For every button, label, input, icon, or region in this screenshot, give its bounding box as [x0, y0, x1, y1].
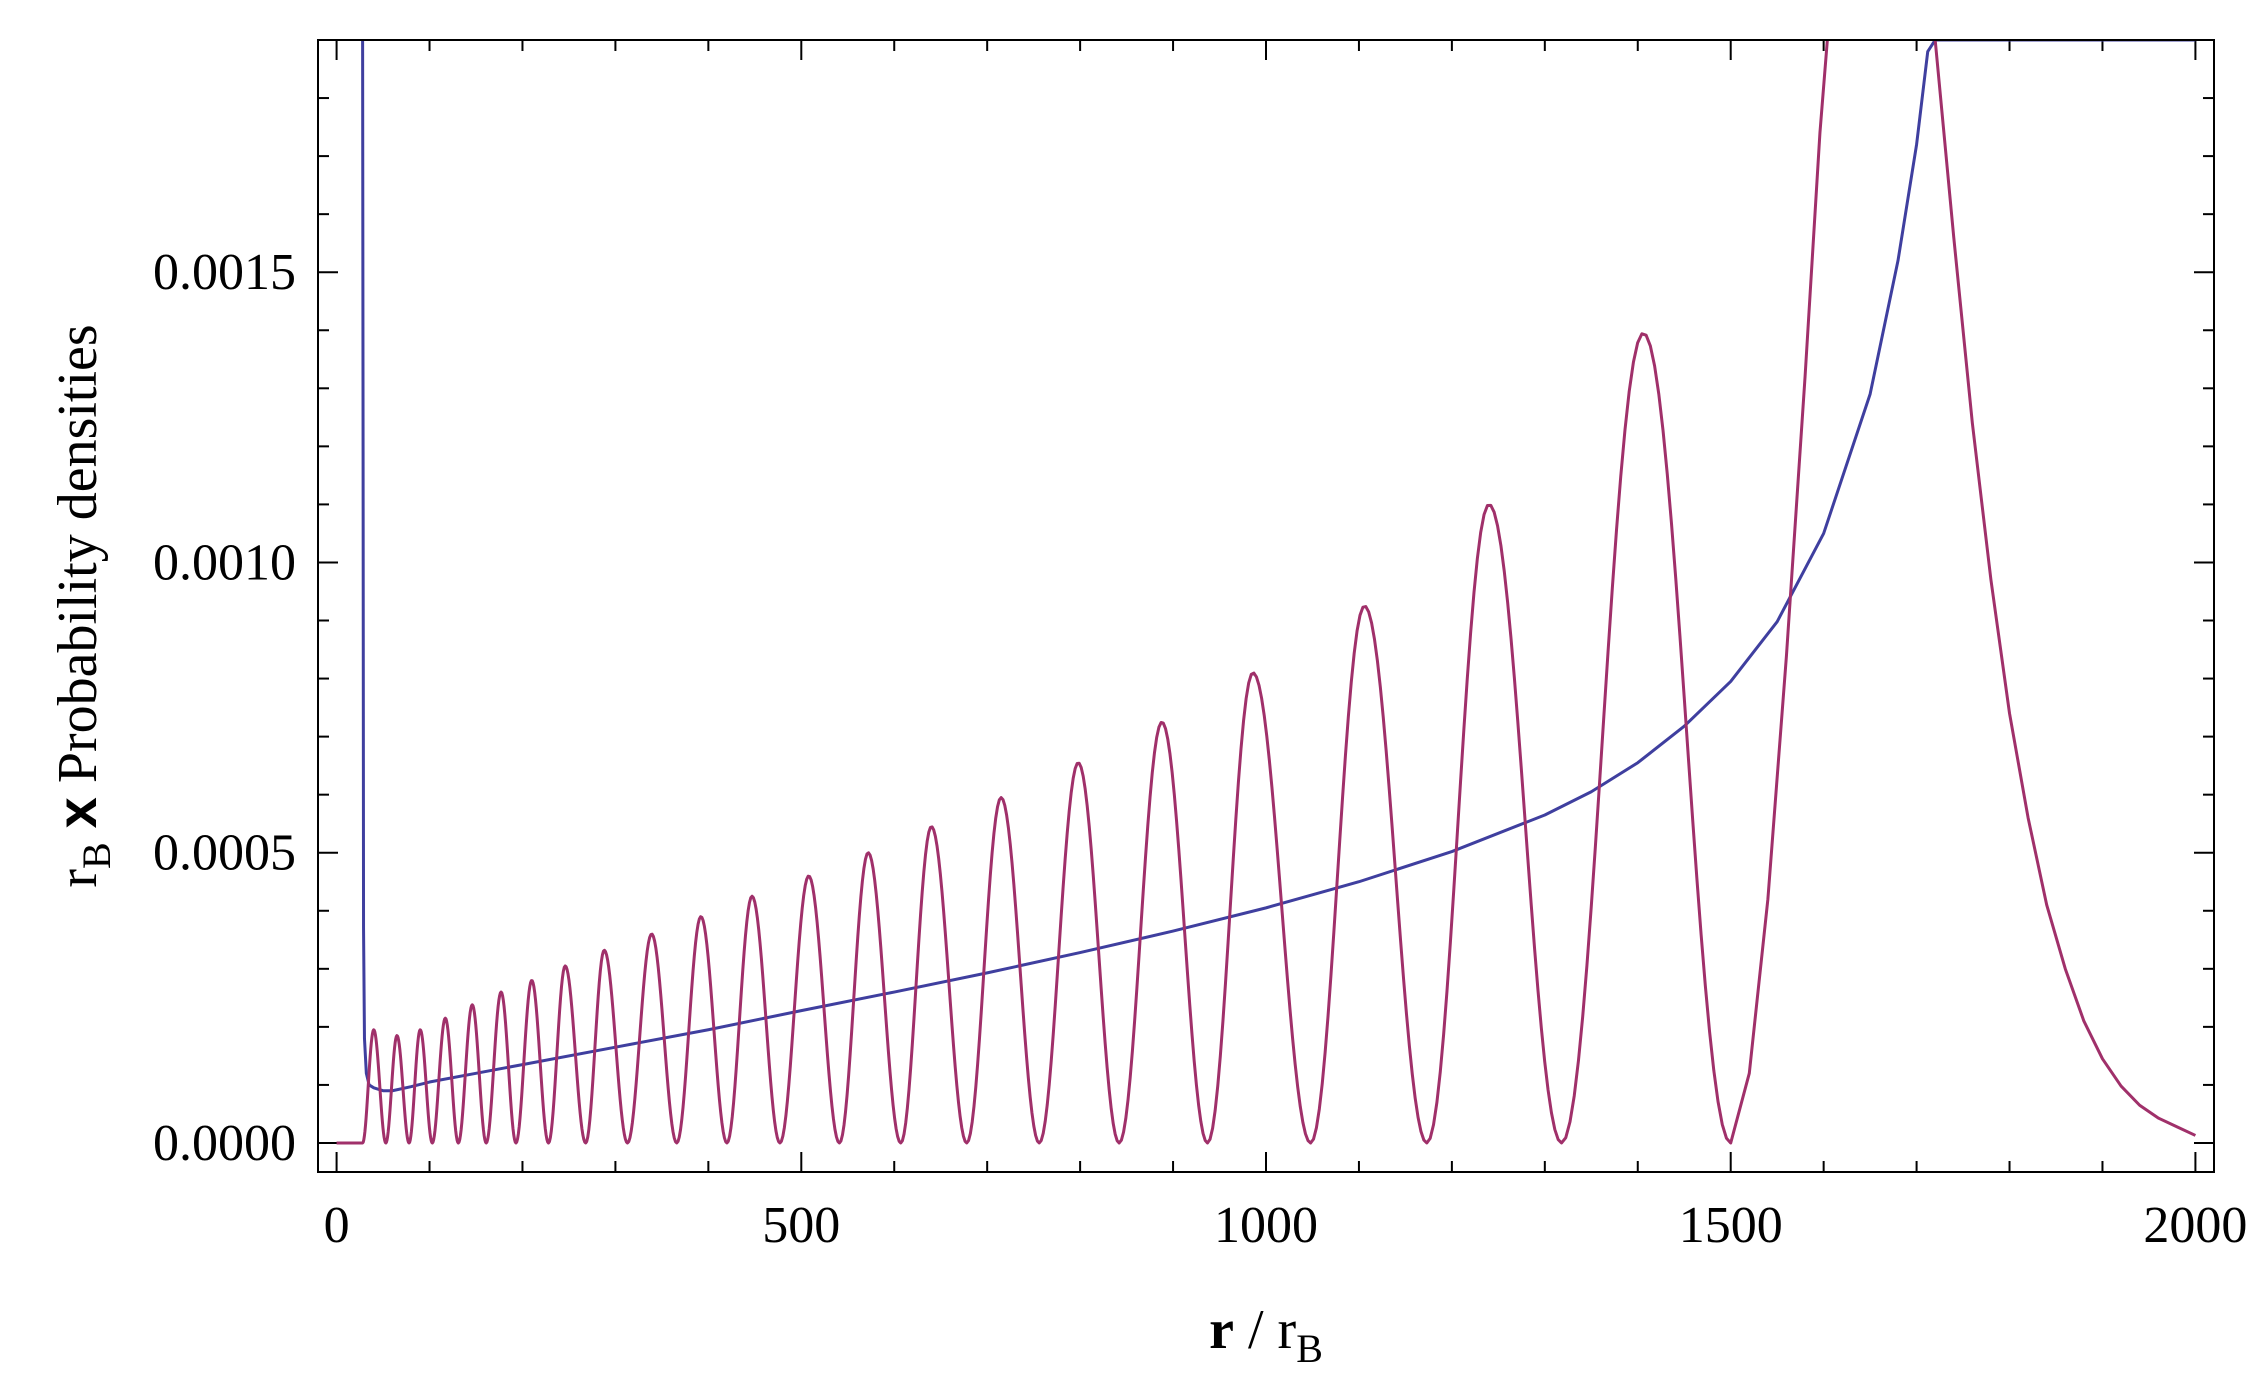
- series-magenta-line: [336, 40, 1829, 1145]
- x-tick-label: 2000: [2143, 1197, 2246, 1254]
- plot-frame: [317, 39, 2215, 1173]
- x-axis-title-symbol: r: [1209, 1299, 1234, 1361]
- x-axis-title: r / rB: [1209, 1299, 1323, 1371]
- x-tick-label: 1500: [1679, 1197, 1783, 1254]
- x-tick-label: 1000: [1214, 1197, 1318, 1254]
- y-tick-label: 0.0015: [153, 244, 296, 301]
- y-axis-title-sub: B: [74, 842, 119, 869]
- x-axis-title-base: r: [1278, 1299, 1297, 1361]
- series-group: [336, 40, 2197, 1145]
- plot-area: [336, 40, 2197, 1145]
- y-axis-title-text: Probability densities: [47, 324, 109, 783]
- y-axis-title-base: r: [47, 869, 109, 888]
- y-axis-title: rB x Probability densities: [45, 324, 119, 887]
- series-magenta-tail: [1933, 40, 2197, 1137]
- y-tick-label: 0.0000: [153, 1115, 296, 1172]
- y-axis-title-times: x: [45, 797, 108, 828]
- tick-labels: 0 500 1000 1500 2000 0.0000 0.0005 0.0010 0.0015: [153, 244, 2246, 1254]
- x-tick-label: 500: [762, 1197, 840, 1254]
- x-axis-title-sub: B: [1296, 1326, 1323, 1371]
- x-axis-title-sep: /: [1234, 1299, 1278, 1361]
- y-axis-title-gap-2: [47, 783, 109, 797]
- ticks: [318, 40, 2214, 1172]
- y-tick-label: 0.0010: [153, 534, 296, 591]
- x-tick-label: 0: [324, 1197, 350, 1254]
- y-tick-label: 0.0005: [153, 825, 296, 882]
- y-axis-title-gap: [47, 828, 109, 842]
